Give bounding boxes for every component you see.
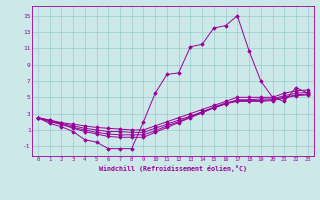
X-axis label: Windchill (Refroidissement éolien,°C): Windchill (Refroidissement éolien,°C) xyxy=(99,165,247,172)
